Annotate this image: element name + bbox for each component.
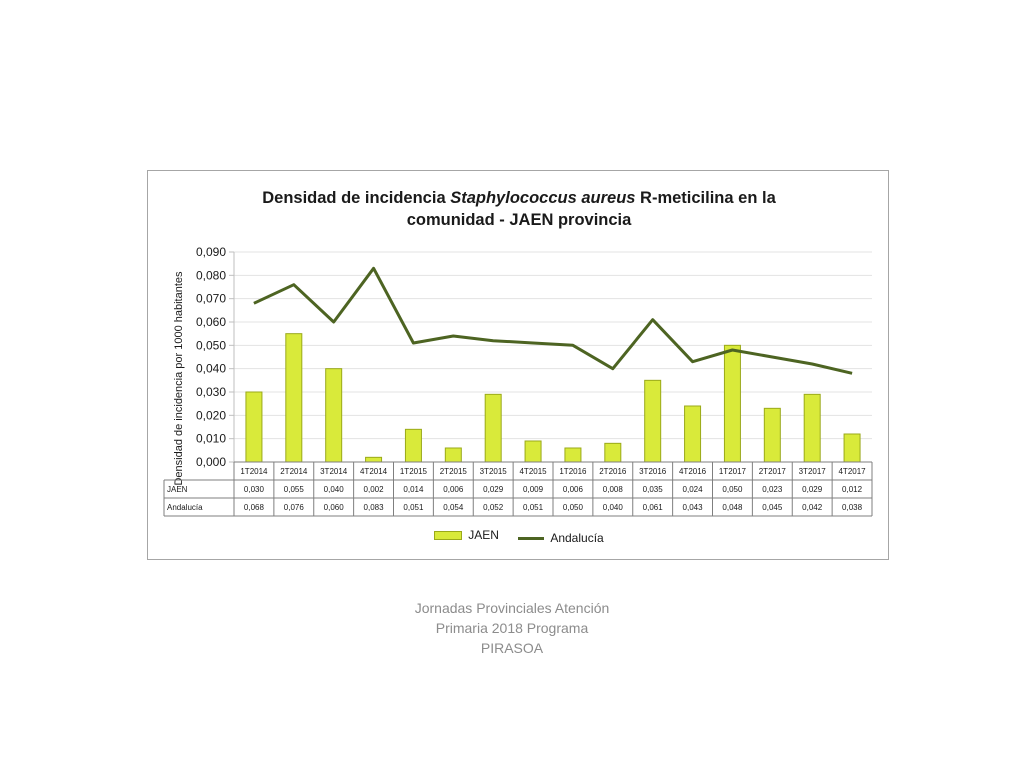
y-tick-label: 0,090: [196, 245, 226, 259]
bar-jaen: [365, 456, 383, 463]
bar-jaen: [763, 407, 781, 463]
category-label: 2T2014: [280, 467, 308, 476]
table-cell-value: 0,029: [483, 485, 504, 494]
bar-jaen: [285, 333, 303, 463]
table-cell-value: 0,008: [603, 485, 624, 494]
table-cell-value: 0,043: [683, 503, 704, 512]
category-label: 4T2015: [519, 467, 547, 476]
table-cell-value: 0,042: [802, 503, 823, 512]
y-tick-label: 0,080: [196, 268, 226, 282]
category-label: 2T2016: [599, 467, 627, 476]
legend-swatch-bar: [434, 530, 463, 540]
category-label: 4T2017: [838, 467, 866, 476]
y-tick-label: 0,040: [196, 362, 226, 376]
category-label: 3T2014: [320, 467, 348, 476]
category-label: 4T2016: [679, 467, 707, 476]
table-cell-value: 0,050: [722, 485, 743, 494]
table-cell-value: 0,048: [722, 503, 743, 512]
chart-title-line2: comunidad - JAEN provincia: [406, 211, 632, 229]
bar-jaen: [803, 393, 821, 463]
legend-item-andalucia: Andalucía: [518, 531, 604, 545]
chart-title: Densidad de incidencia Staphylococcus au…: [148, 187, 890, 231]
table-cell-value: 0,052: [483, 503, 504, 512]
category-label: 2T2017: [759, 467, 787, 476]
table-cell-value: 0,006: [443, 485, 464, 494]
legend-swatch-line: [518, 536, 545, 540]
table-cell-value: 0,054: [443, 503, 464, 512]
legend-label-jaen: JAEN: [468, 528, 499, 542]
bar-jaen: [684, 405, 702, 463]
y-tick-label: 0,010: [196, 432, 226, 446]
table-row-label: Andalucía: [167, 503, 203, 512]
chart-title-species: Staphylococcus aureus: [450, 189, 636, 207]
table-cell-value: 0,030: [244, 485, 265, 494]
table-cell-value: 0,035: [643, 485, 664, 494]
footer-line: Jornadas Provinciales Atención: [414, 600, 610, 616]
footer-line: PIRASOA: [480, 640, 544, 656]
bar-jaen: [644, 379, 662, 463]
bar-jaen: [564, 447, 582, 463]
chart-title-part: Densidad de incidencia: [262, 189, 451, 207]
table-cell-value: 0,040: [603, 503, 624, 512]
table-cell-value: 0,083: [364, 503, 385, 512]
chart-frame: Densidad de incidencia Staphylococcus au…: [147, 170, 889, 560]
table-cell-value: 0,002: [364, 485, 385, 494]
category-label: 1T2017: [719, 467, 747, 476]
legend-label-andalucia: Andalucía: [550, 531, 604, 545]
category-label: 3T2016: [639, 467, 667, 476]
bar-jaen: [404, 428, 422, 463]
table-cell-value: 0,040: [324, 485, 345, 494]
legend: JAEN Andalucía: [148, 528, 890, 545]
table-cell-value: 0,055: [284, 485, 305, 494]
table-cell-value: 0,012: [842, 485, 863, 494]
bar-jaen: [843, 433, 861, 463]
legend-item-jaen: JAEN: [434, 528, 499, 542]
y-tick-label: 0,050: [196, 338, 226, 352]
category-label: 1T2016: [559, 467, 587, 476]
bar-jaen: [604, 442, 622, 463]
table-cell-value: 0,050: [563, 503, 584, 512]
table-cell-value: 0,014: [403, 485, 424, 494]
table-cell-value: 0,068: [244, 503, 265, 512]
bar-jaen: [524, 440, 542, 463]
bar-jaen: [723, 344, 741, 463]
chart-svg: 0,000 0,010 0,020 0,030 0,040 0,050 0,060 0,070…: [163, 245, 873, 517]
category-label: 2T2015: [440, 467, 468, 476]
table-cell-value: 0,061: [643, 503, 664, 512]
bar-jaen: [444, 447, 462, 463]
table-cell-value: 0,045: [762, 503, 783, 512]
table-row-label: JAEN: [167, 485, 188, 494]
y-tick-label: 0,000: [196, 455, 226, 469]
table-cell-value: 0,009: [523, 485, 544, 494]
category-label: 1T2014: [240, 467, 268, 476]
table-cell-value: 0,023: [762, 485, 783, 494]
bar-jaen: [325, 368, 343, 463]
chart-title-part: R-meticilina en la: [635, 189, 776, 207]
footer-line: Primaria 2018 Programa: [435, 620, 589, 636]
table-cell-value: 0,051: [403, 503, 424, 512]
category-label: 4T2014: [360, 467, 388, 476]
category-label: 1T2015: [400, 467, 428, 476]
table-cell-value: 0,051: [523, 503, 544, 512]
y-tick-label: 0,060: [196, 315, 226, 329]
category-label: 3T2015: [480, 467, 508, 476]
table-cell-value: 0,006: [563, 485, 584, 494]
category-label: 3T2017: [799, 467, 827, 476]
y-tick-label: 0,070: [196, 292, 226, 306]
table-cell-value: 0,076: [284, 503, 305, 512]
table-cell-value: 0,060: [324, 503, 345, 512]
table-cell-value: 0,038: [842, 503, 863, 512]
y-tick-label: 0,020: [196, 408, 226, 422]
y-axis-title: Densidad de incidencia por 1000 habitant…: [173, 271, 185, 486]
table-cell-value: 0,024: [683, 485, 704, 494]
slide-footer: Jornadas Provinciales Atención Primaria …: [362, 598, 662, 658]
line-andalucia: [253, 266, 853, 375]
table-cell-value: 0,029: [802, 485, 823, 494]
bar-jaen: [484, 393, 502, 463]
y-tick-label: 0,030: [196, 385, 226, 399]
bar-jaen: [245, 391, 263, 463]
